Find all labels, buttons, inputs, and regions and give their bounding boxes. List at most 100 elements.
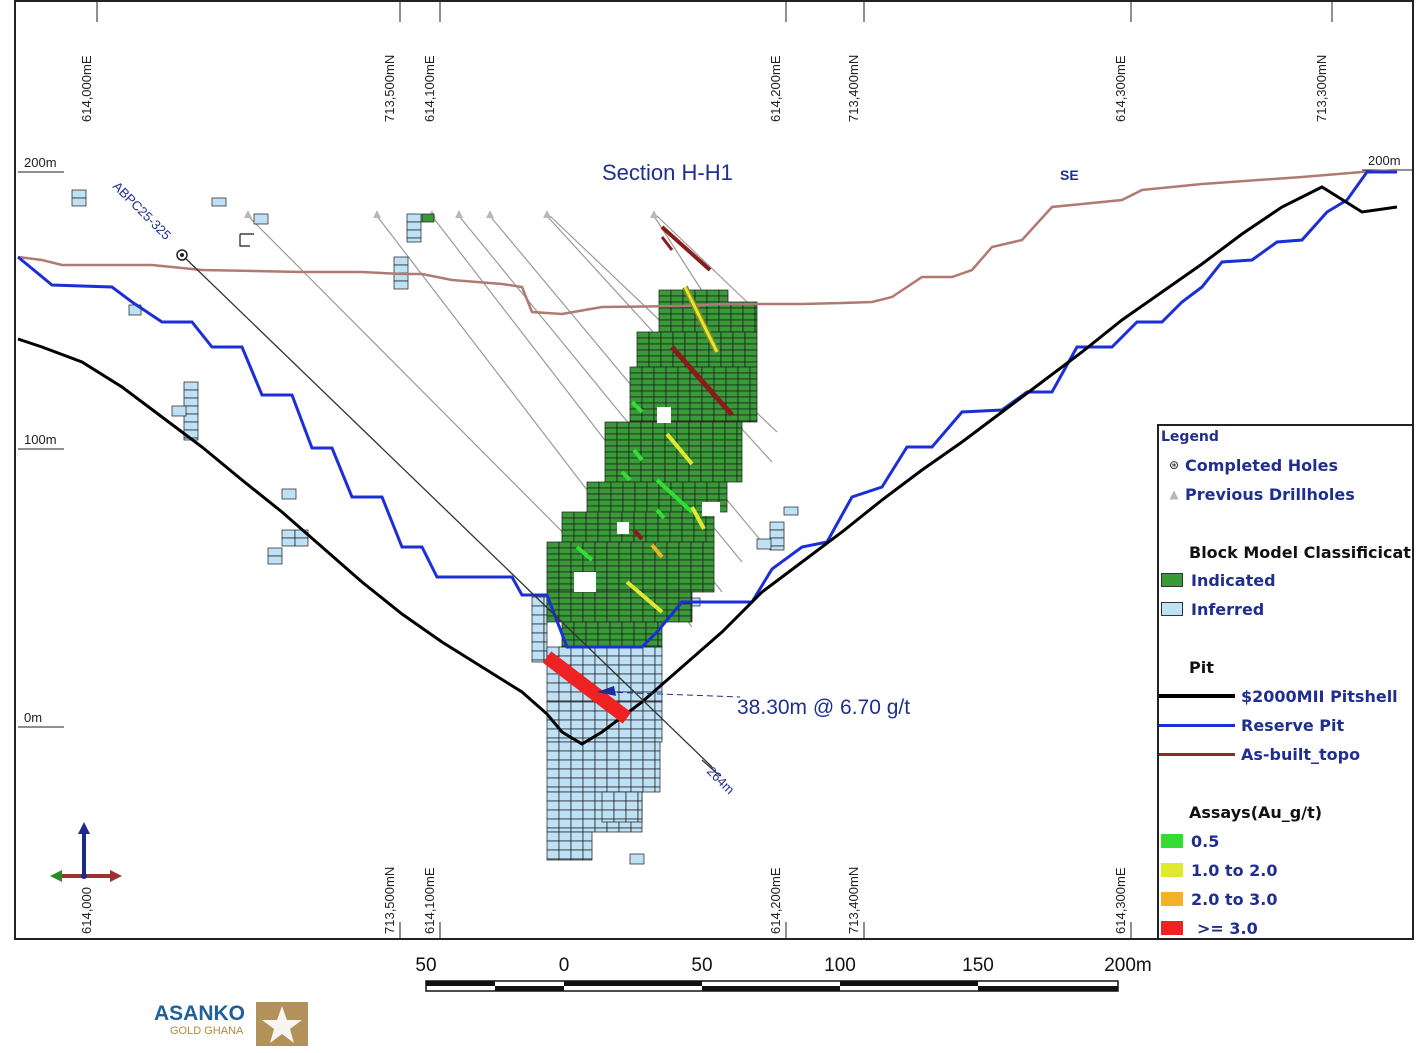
indicated-block [604,439,618,447]
inferred-block [546,831,560,842]
indicated-block [585,639,599,647]
inferred-block [642,646,656,657]
legend-inferred: Inferred [1161,598,1264,620]
indicated-block [705,535,715,543]
indicated-block [696,355,710,363]
legend-assay-3: >= 3.0 [1161,917,1258,938]
inferred-block [558,827,572,833]
indicated-block [702,571,715,579]
indicated-block [737,396,751,404]
indicated-block [585,627,599,635]
inferred-block [637,818,643,823]
indicated-block [706,313,720,321]
indicated-block [666,553,680,561]
indicated-block [678,591,692,599]
inferred-block [654,655,663,666]
indicated-block [570,565,584,573]
indicated-block [586,481,600,489]
indicated-block [678,547,692,555]
indicated-block [653,372,667,380]
inferred-block [393,264,409,274]
indicated-block [669,529,683,537]
indicated-block [724,421,738,429]
indicated-block [582,615,596,623]
indicated-block [720,337,734,345]
coord-label-bottom: 614,300mE [1113,867,1128,934]
indicated-block [658,313,672,321]
inferred-block [543,632,548,643]
indicated-block [690,603,693,611]
indicated-block [616,439,630,447]
assay-3-swatch [1161,921,1183,935]
indicated-block [654,591,668,599]
indicated-block [642,565,656,573]
indicated-block [669,523,683,531]
inferred-block [558,809,572,820]
indicated-block [648,361,662,368]
block-outline [239,233,254,247]
indicated-block [724,445,738,453]
indicated-block [597,517,611,525]
indicated-block [665,372,679,380]
indicated-block [652,427,666,435]
inferred-block [570,791,584,802]
inferred-block [625,800,639,811]
inferred-block [618,737,632,743]
inferred-block [606,777,620,788]
coord-label-top: 614,000mE [79,55,94,122]
indicated-block [628,433,642,441]
indicated-block [641,408,655,416]
indicated-block [642,615,656,623]
indicated-block [582,597,596,605]
indicated-block [648,349,662,357]
indicated-block [645,511,659,519]
indicated-block [648,343,662,351]
indicated-block [652,469,666,477]
indicated-block [630,565,644,573]
indicated-block [678,615,692,623]
indicated-block [598,487,612,495]
inferred-block [546,800,560,811]
indicated-block [546,577,560,585]
inferred-block [654,719,663,730]
inferred-block [582,664,596,675]
inferred-block [406,221,422,231]
inferred-block [601,809,615,820]
inferred-block [606,728,620,739]
indicated-block [754,313,758,321]
indicated-block [585,511,599,519]
indicated-block [688,421,702,429]
indicated-block [688,451,702,459]
indicated-block [618,559,632,567]
indicated-block [664,457,678,465]
inferred-block [606,768,620,779]
indicated-block [604,421,618,429]
inferred-block [570,818,584,829]
indicated-block [618,571,632,579]
indicated-block [681,535,695,543]
reserve-pit-line [17,170,1397,649]
indicated-block [700,433,714,441]
inferred-block [637,791,643,802]
inferred-block [630,786,644,793]
hole-name-label: ABPC25-325 [110,179,174,243]
indicated-block [678,553,692,561]
indicated-block [653,366,667,374]
indicated-block [606,559,620,567]
indicated-block [633,633,647,641]
indicated-block [652,439,666,447]
indicated-block [737,378,751,386]
indicated-block [561,511,575,519]
indicated-block [678,583,692,591]
inferred-block [606,737,620,743]
indicated-block [744,355,758,363]
indicated-block [669,511,683,519]
indicated-block [610,481,624,489]
inferred-block [558,691,572,702]
indicated-block [573,511,587,519]
indicated-block [694,487,708,495]
inferred-block [582,831,593,842]
legend-assay-2-3: 2.0 to 3.0 [1161,888,1277,910]
indicated-block [702,589,715,593]
indicated-block [594,553,608,561]
